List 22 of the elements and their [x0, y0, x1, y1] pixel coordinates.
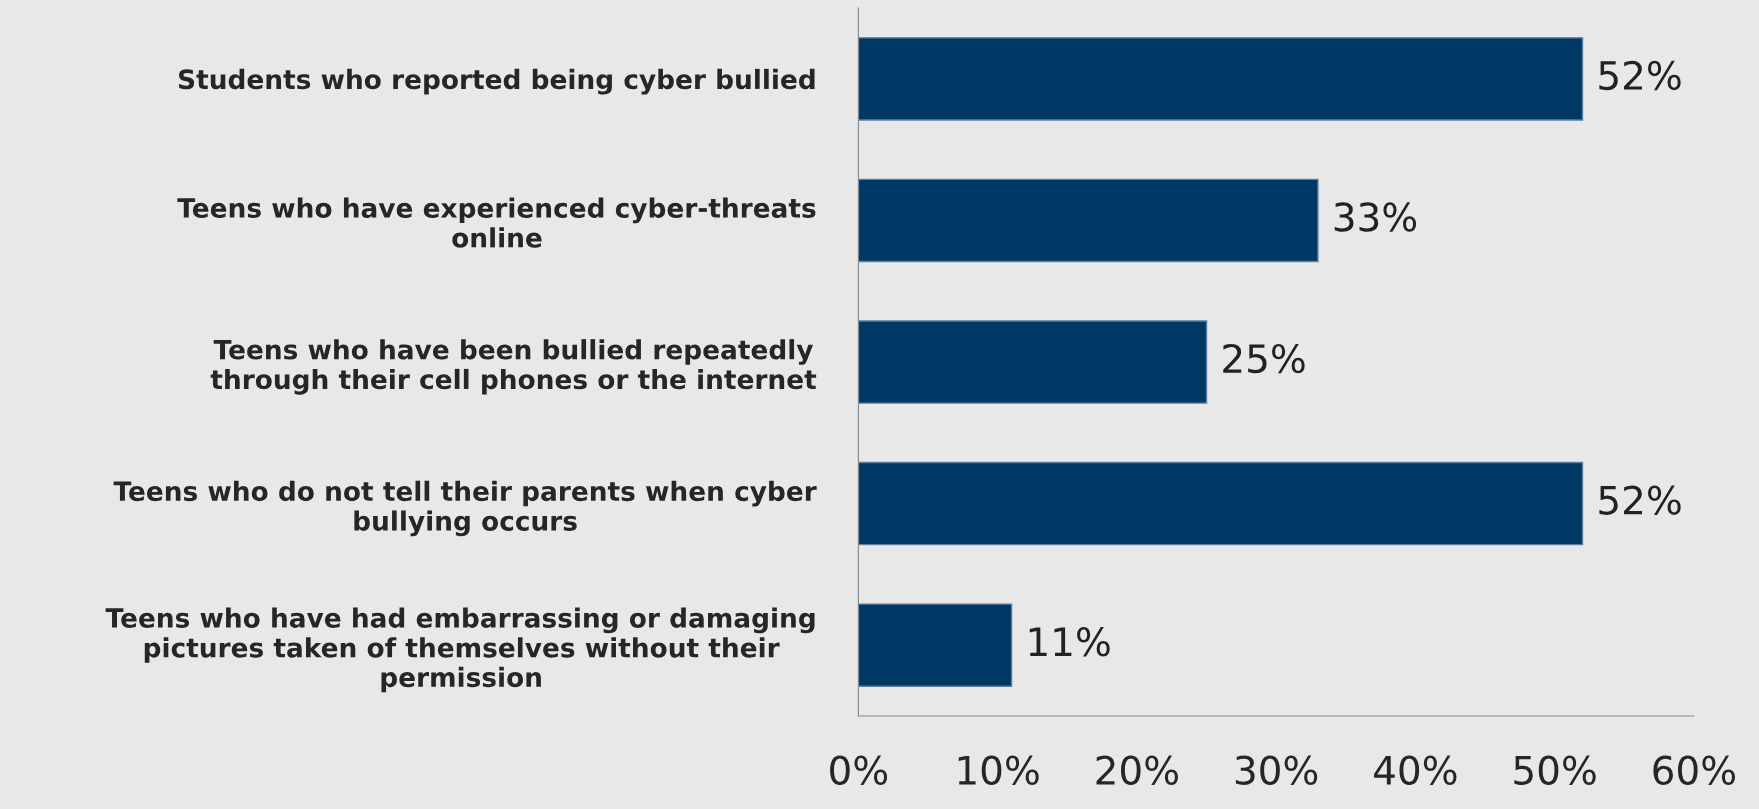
bar	[858, 603, 1013, 687]
bar	[858, 320, 1208, 404]
bar	[858, 178, 1319, 263]
x-tick-label: 50%	[1514, 755, 1596, 785]
data-label: 52%	[1599, 60, 1681, 91]
x-tick-label: 60%	[1653, 755, 1735, 785]
y-tick-label: Teens who have experienced cyber-threats online	[177, 197, 816, 248]
y-tick-label: Students who reported being cyber bullied	[178, 68, 815, 95]
x-tick-label: 20%	[1096, 755, 1178, 785]
x-tick-label: 40%	[1374, 755, 1457, 785]
x-tick-label: 0%	[830, 755, 888, 785]
y-tick-label: Teens who have had embarrassing or damaging pictures taken of themselves without their permission	[105, 607, 815, 693]
x-tick-label: 30%	[1235, 755, 1318, 785]
data-label: 11%	[1029, 627, 1110, 657]
data-label: 52%	[1599, 485, 1681, 515]
bar	[858, 37, 1584, 121]
data-label: 25%	[1223, 343, 1305, 374]
y-tick-label: Teens who have been bullied repeatedly through their cell phones or the internet	[210, 339, 817, 395]
bar	[858, 461, 1584, 546]
data-label: 33%	[1334, 202, 1417, 232]
y-tick-label: Teens who do not tell their parents when cyber bullying occurs	[113, 480, 817, 537]
x-tick-label: 10%	[958, 755, 1039, 785]
